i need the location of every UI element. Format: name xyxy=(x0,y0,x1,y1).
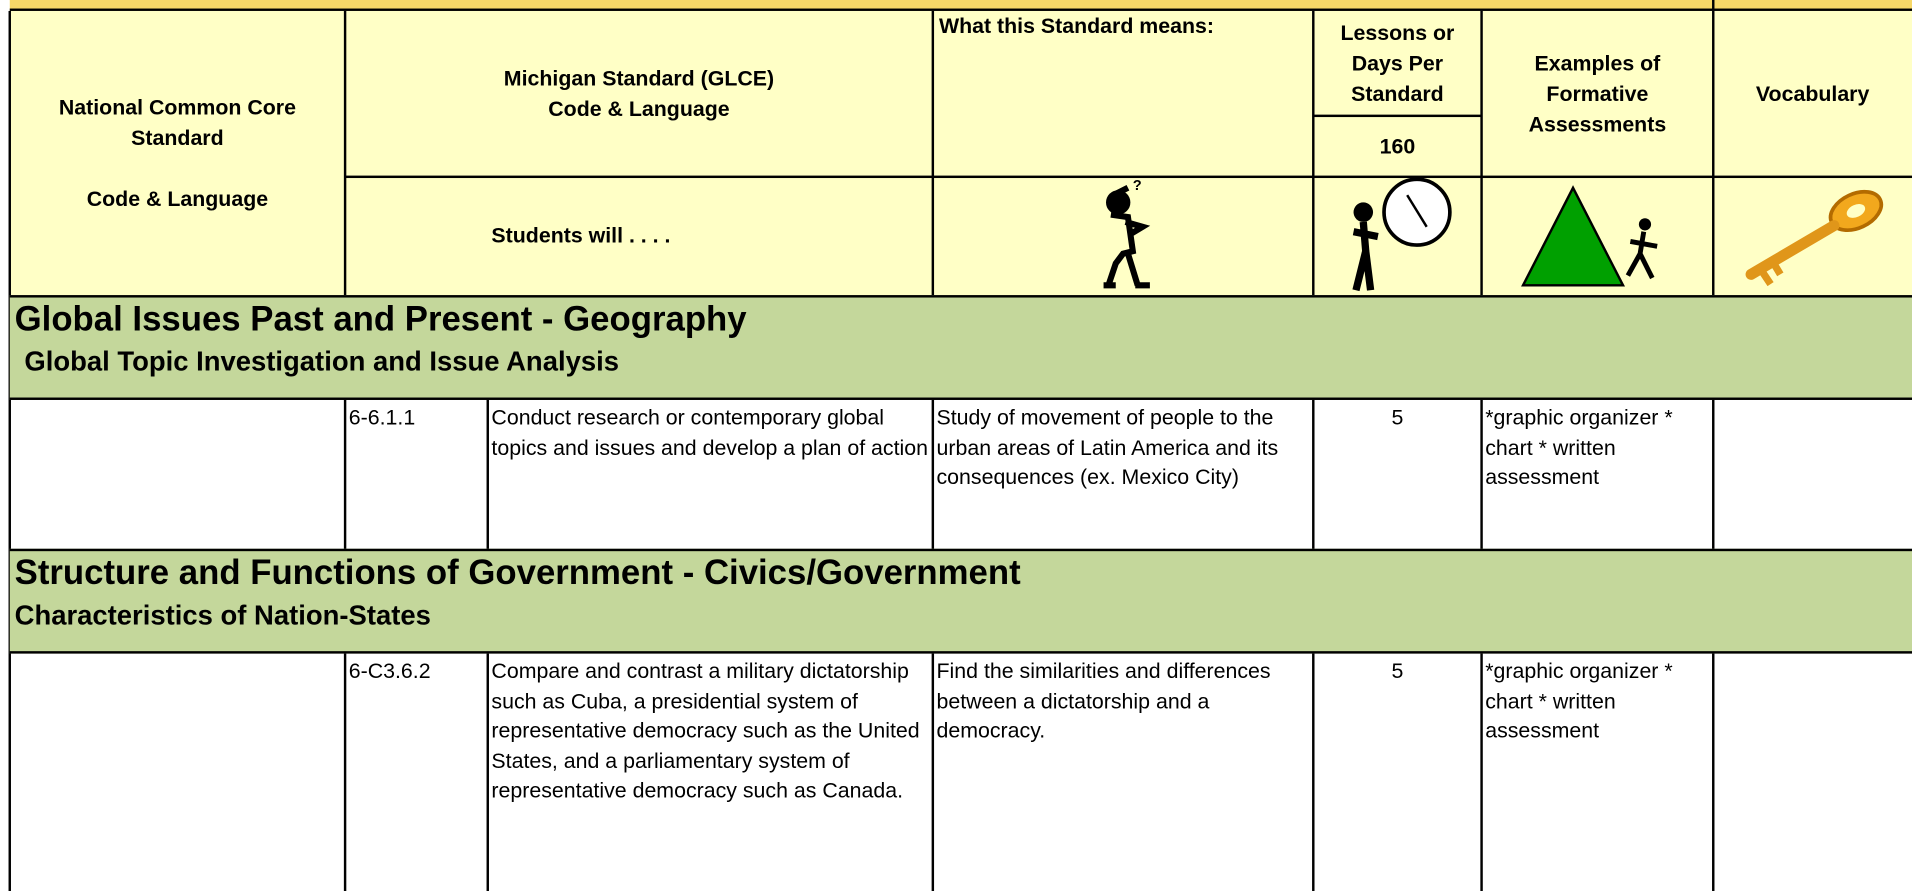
header-text: Michigan Standard (GLCE) xyxy=(503,65,775,91)
cell-border xyxy=(931,653,935,891)
header-students-will: Students will . . . . xyxy=(345,176,933,296)
cell-border xyxy=(1480,653,1483,891)
section-subtitle: Characteristics of Nation-States xyxy=(14,599,431,631)
icon-glyph: ? xyxy=(1133,178,1142,194)
header-text: Students will . . . . xyxy=(491,223,671,248)
cell-code: 6-C3.6.2 xyxy=(348,658,431,683)
cell-code: 6-6.1.1 xyxy=(348,404,416,430)
cell-border xyxy=(1312,653,1315,891)
cell-standard: Conduct research or contemporary global … xyxy=(491,404,929,460)
cell-lessons: 5 xyxy=(1391,658,1404,683)
cell-assessments: *graphic organizer * chart * written ass… xyxy=(1485,658,1673,743)
key-icon xyxy=(1744,189,1883,286)
header-text: Code & Language xyxy=(548,96,730,121)
icon-cell xyxy=(1481,176,1714,296)
icon-cell: ? xyxy=(932,176,1314,296)
cell-means: Find the similarities and differences be… xyxy=(936,658,1271,743)
section-title: Structure and Functions of Government - … xyxy=(14,553,1021,593)
header-michigan: Michigan Standard (GLCE) Code & Language xyxy=(345,10,933,177)
cell-means: Study of movement of people to the urban… xyxy=(936,404,1279,489)
header-common-core: National Common Core Standard Code & Lan… xyxy=(9,10,346,296)
header-text: National Common Core Standard xyxy=(58,94,296,150)
section-title: Global Issues Past and Present - Geograp… xyxy=(14,299,747,339)
header-assessments: Examples of Formative Assessments xyxy=(1481,10,1714,177)
cell-standard: Compare and contrast a military dictator… xyxy=(491,658,920,803)
cell-border xyxy=(1312,399,1315,552)
header-text: What this Standard means: xyxy=(938,13,1215,38)
header-means: What this Standard means: xyxy=(932,10,1314,177)
header-text: 160 xyxy=(1379,133,1416,158)
cell-border xyxy=(343,653,347,891)
header-vocabulary: Vocabulary xyxy=(1713,10,1912,177)
thinking-figure-icon: ? xyxy=(1103,178,1151,289)
icon-cell xyxy=(1713,176,1912,296)
cell-border xyxy=(1712,399,1715,552)
cell-border xyxy=(343,399,347,552)
header-text: Examples of Formative Assessments xyxy=(1528,50,1667,136)
cell-border xyxy=(486,653,489,891)
header-text: Lessons or Days Per Standard xyxy=(1340,20,1455,106)
cell-lessons: 5 xyxy=(1391,404,1404,430)
header-lessons-total: 160 xyxy=(1313,115,1482,177)
cell-border xyxy=(1480,399,1483,552)
cell-assessments: *graphic organizer * chart * written ass… xyxy=(1485,404,1673,489)
cell-border xyxy=(1712,653,1715,891)
icon-cell xyxy=(1313,176,1482,296)
section-band xyxy=(9,548,1912,654)
top-strip xyxy=(9,0,1912,11)
section-band xyxy=(9,295,1912,400)
header-text: Code & Language xyxy=(86,185,269,211)
clock-figure-icon xyxy=(1352,178,1452,292)
cell-border xyxy=(486,399,489,552)
header-lessons: Lessons or Days Per Standard xyxy=(1313,10,1482,116)
header-text: Vocabulary xyxy=(1755,81,1870,106)
section-subtitle: Global Topic Investigation and Issue Ana… xyxy=(24,346,619,377)
triangle-icon xyxy=(1521,185,1658,287)
cell-border xyxy=(931,399,935,552)
